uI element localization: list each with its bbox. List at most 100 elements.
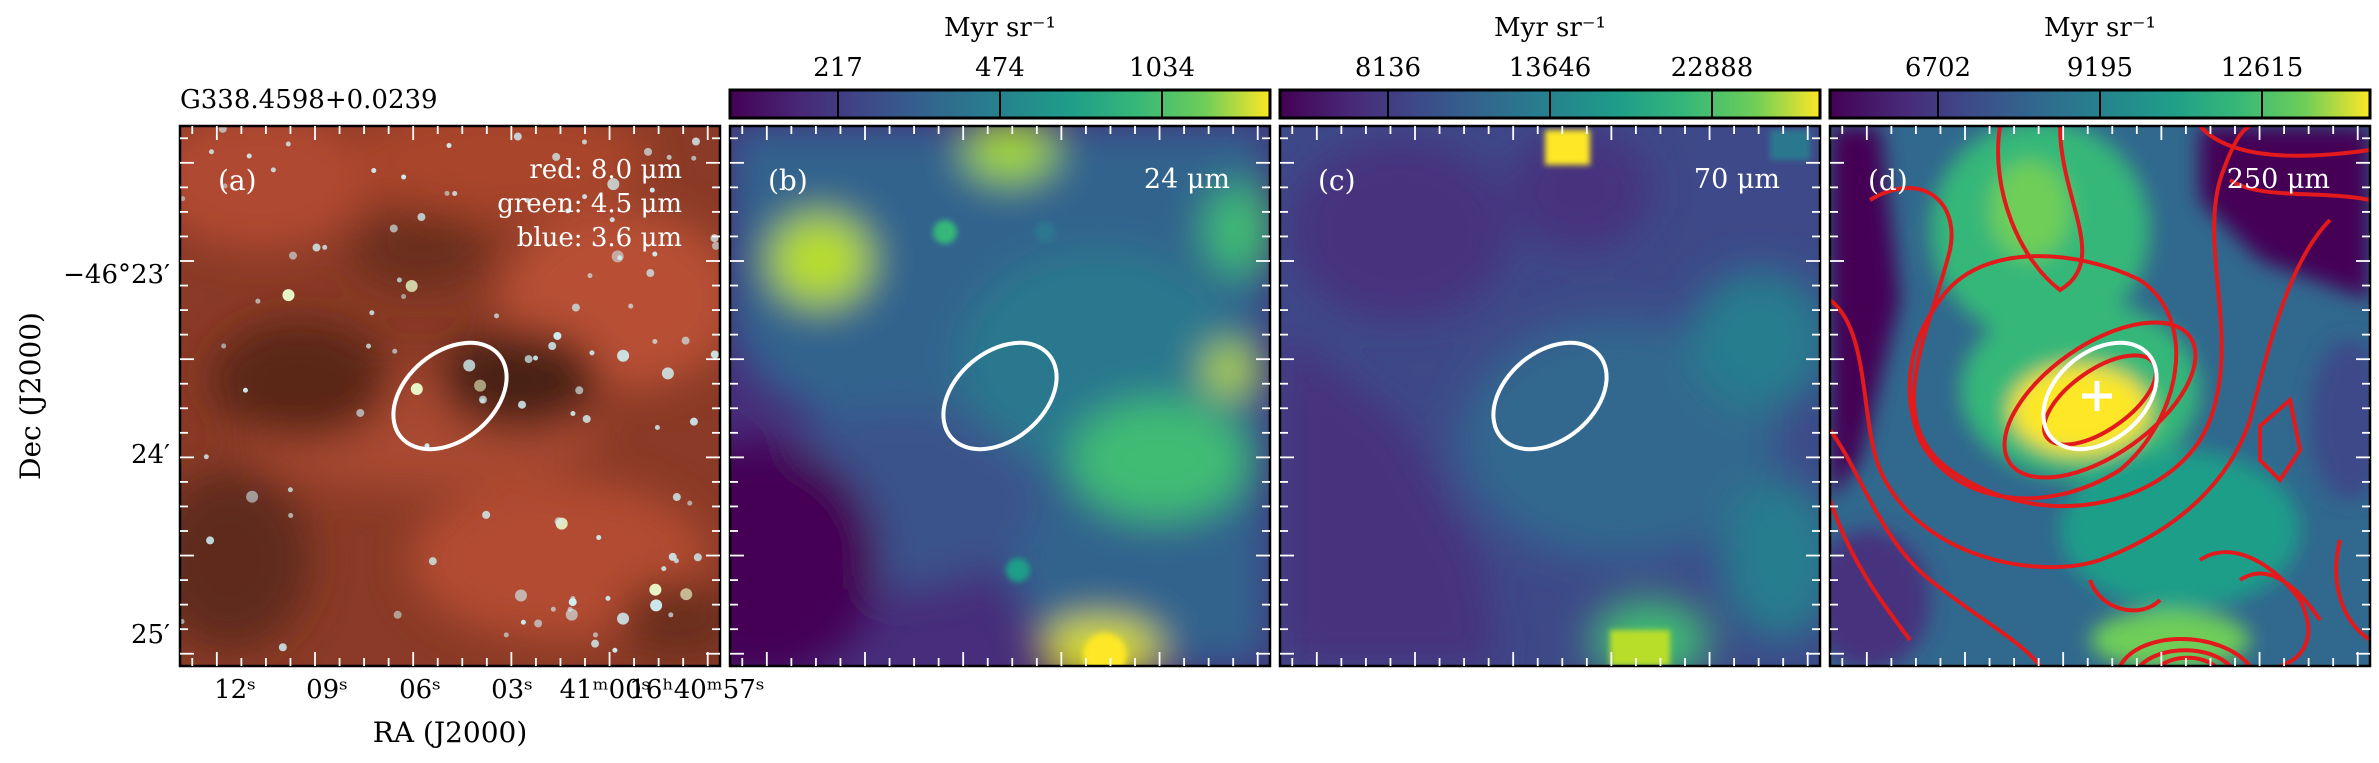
star-point — [666, 154, 672, 160]
panel-c-frame — [1278, 124, 1822, 668]
star-point — [689, 417, 698, 426]
panel-a-legend-red: red: 8.0 μm — [529, 155, 682, 185]
star-point — [552, 152, 561, 161]
star-point — [596, 534, 602, 540]
panel-a-legend-blue: blue: 3.6 μm — [517, 223, 682, 253]
colorbar-c-tick-2: 13646 — [1509, 53, 1592, 83]
colorbar-c-tick-3: 22888 — [1671, 53, 1754, 83]
colorbar-d-tick-2: 9195 — [2067, 53, 2133, 83]
xtick-4: 03ˢ — [491, 675, 533, 705]
star-point — [482, 510, 491, 519]
star-point — [389, 224, 398, 233]
panel-a-letter: (a) — [218, 164, 257, 197]
colorbar-c-tick-1: 8136 — [1355, 53, 1421, 83]
colorbar-b-unit: Myr sr⁻¹ — [944, 13, 1056, 43]
star-point — [609, 217, 615, 223]
ytick-2: 24′ — [131, 440, 170, 470]
ytick-3: 25′ — [131, 620, 170, 650]
star-point — [270, 167, 276, 173]
star-point — [628, 303, 634, 309]
star-point — [693, 553, 702, 562]
star-point — [463, 359, 476, 372]
star-point — [401, 174, 407, 180]
star-point — [282, 289, 295, 302]
star-point — [565, 608, 578, 621]
star-point — [452, 190, 458, 196]
panel-a: (a) red: 8.0 μm green: 4.5 μm blue: 3.6 … — [178, 124, 722, 668]
star-point — [246, 490, 259, 503]
colorbar-b: Myr sr⁻¹ 217 474 1034 — [728, 13, 1272, 120]
star-point — [582, 414, 591, 423]
frame-ticks — [180, 126, 2370, 666]
star-point — [180, 196, 186, 202]
panel-c: (c) 70 μm — [1278, 124, 1822, 668]
star-point — [208, 149, 214, 155]
star-point — [565, 208, 571, 214]
panel-d: (d) 250 μm — [1828, 124, 2372, 668]
star-point — [424, 443, 430, 449]
star-point — [246, 153, 252, 159]
star-point — [514, 589, 527, 602]
star-point — [550, 606, 556, 612]
star-point — [710, 350, 719, 359]
source-name: G338.4598+0.0239 — [180, 85, 438, 115]
star-point — [428, 557, 437, 566]
star-point — [644, 147, 653, 156]
colorbar-b-tick-2: 474 — [975, 53, 1025, 83]
star-point — [710, 234, 719, 243]
panel-d-aperture-ellipse — [2041, 340, 2159, 452]
panel-b-band: 24 μm — [1144, 164, 1230, 195]
star-point — [553, 331, 562, 340]
panel-c-band: 70 μm — [1694, 164, 1780, 195]
star-point — [575, 386, 584, 395]
star-point — [255, 298, 261, 304]
star-point — [571, 303, 580, 312]
star-point — [592, 632, 598, 638]
xtick-5: 41ᵐ00ˢ — [560, 675, 651, 705]
panel-b-aperture-ellipse — [941, 340, 1059, 452]
star-point — [518, 400, 527, 409]
panel-c-aperture-ellipse — [1491, 340, 1609, 452]
star-point — [278, 643, 287, 652]
star-point — [405, 280, 418, 293]
star-point — [371, 167, 377, 173]
star-point — [589, 350, 595, 356]
star-point — [646, 269, 655, 278]
star-point — [494, 313, 500, 319]
colorbar-d-unit: Myr sr⁻¹ — [2044, 13, 2156, 43]
star-point — [287, 487, 293, 493]
panel-d-frame — [1828, 124, 2372, 668]
star-point — [652, 251, 658, 257]
star-point — [401, 294, 407, 300]
star-point — [605, 595, 611, 601]
star-point — [221, 343, 227, 349]
star-point — [396, 277, 402, 283]
star-point — [520, 619, 526, 625]
colorbar-b-tick-1: 217 — [813, 53, 863, 83]
star-point — [218, 126, 227, 133]
star-point — [524, 355, 533, 364]
star-point — [591, 639, 600, 648]
panel-b: (b) 24 μm — [728, 124, 1272, 668]
xtick-1: 12ˢ — [214, 675, 256, 705]
panel-d-peak-cross-icon — [2082, 381, 2112, 411]
star-point — [503, 632, 509, 638]
star-point — [612, 647, 618, 653]
panel-a-frame — [178, 124, 722, 668]
star-point — [369, 310, 375, 316]
colorbar-b-tick-3: 1034 — [1129, 53, 1195, 83]
star-point — [513, 132, 522, 141]
star-point — [525, 198, 531, 204]
x-axis-label: RA (J2000) — [373, 716, 528, 749]
star-point — [687, 500, 693, 506]
star-point — [680, 588, 693, 601]
star-point — [242, 387, 248, 393]
star-point — [649, 583, 662, 596]
star-point — [581, 139, 587, 145]
panel-d-contours — [1830, 126, 2370, 666]
star-point — [617, 349, 630, 362]
star-point — [611, 250, 624, 263]
colorbar-c-unit: Myr sr⁻¹ — [1494, 13, 1606, 43]
star-point — [474, 379, 487, 392]
star-point — [672, 493, 681, 502]
